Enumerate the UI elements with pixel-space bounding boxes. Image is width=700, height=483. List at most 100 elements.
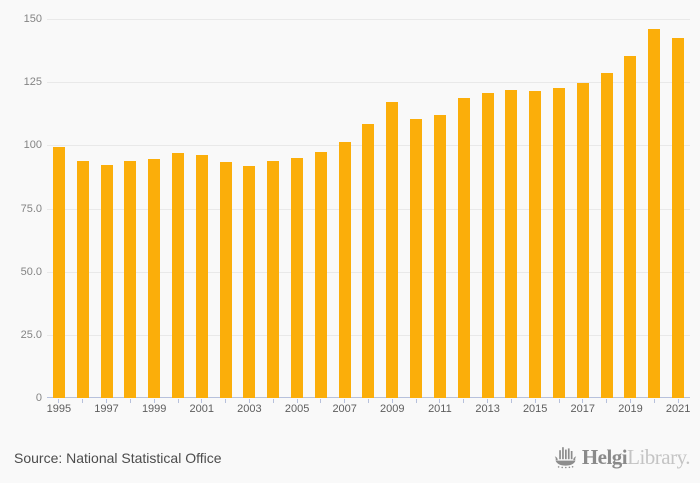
bar-2014[interactable] <box>505 90 518 398</box>
bar-slot <box>547 19 571 398</box>
bar-2004[interactable] <box>267 161 280 398</box>
bar-1998[interactable] <box>124 160 137 398</box>
x-tick <box>653 399 655 403</box>
x-tick <box>82 399 84 403</box>
x-tick <box>320 399 322 403</box>
x-tick-label: 2017 <box>570 403 596 415</box>
x-tick <box>487 399 489 403</box>
bar-2001[interactable] <box>195 154 208 398</box>
bar-1995[interactable] <box>52 146 65 398</box>
x-tick <box>177 399 179 403</box>
x-tick <box>272 399 274 403</box>
x-tick <box>225 399 227 403</box>
bar-slot <box>642 19 666 398</box>
y-tick-label: 0 <box>35 392 42 404</box>
x-tick <box>58 399 60 403</box>
x-tick-label: 1997 <box>94 403 119 415</box>
x-tick <box>368 399 369 403</box>
x-tick-label: 2011 <box>428 403 452 415</box>
bar-2003[interactable] <box>243 165 256 398</box>
bar-2019[interactable] <box>624 55 637 398</box>
bar-2013[interactable] <box>481 92 494 398</box>
x-tick <box>582 399 584 403</box>
x-tick <box>391 399 393 403</box>
x-tick-label: 2021 <box>665 403 691 415</box>
bar-slot <box>261 19 285 398</box>
x-tick-label: 2019 <box>618 403 643 415</box>
x-tick-label: 2007 <box>332 403 357 415</box>
bar-slot <box>619 19 643 398</box>
x-tick-label: 2005 <box>284 403 310 415</box>
bar-slot <box>523 19 547 398</box>
bar-slot <box>357 19 381 398</box>
x-tick <box>344 399 346 403</box>
bar-2005[interactable] <box>291 157 304 398</box>
bar-2010[interactable] <box>410 118 423 398</box>
y-tick-label: 150 <box>23 13 42 25</box>
bar-2012[interactable] <box>457 98 470 398</box>
bar-2007[interactable] <box>338 142 351 398</box>
bar-slot <box>285 19 309 398</box>
bar-slot <box>118 19 142 398</box>
y-tick-label: 75.0 <box>20 203 42 215</box>
bar-2002[interactable] <box>219 161 232 398</box>
bar-2017[interactable] <box>576 83 589 398</box>
bar-slot <box>238 19 262 398</box>
bar-2020[interactable] <box>648 28 661 398</box>
bar-2008[interactable] <box>362 124 375 398</box>
bar-slot <box>499 19 523 398</box>
x-tick <box>558 399 560 403</box>
bar-2021[interactable] <box>672 37 685 398</box>
source-label: Source: National Statistical Office <box>14 450 222 466</box>
bar-slot <box>452 19 476 398</box>
bar-slot <box>595 19 619 398</box>
x-tick-label: 2013 <box>475 403 500 415</box>
bar-2009[interactable] <box>386 101 399 398</box>
x-tick <box>106 399 107 403</box>
bar-slot <box>214 19 238 398</box>
viking-ship-icon <box>554 447 577 469</box>
x-tick <box>201 399 203 403</box>
x-tick <box>296 399 298 403</box>
bar-2000[interactable] <box>171 152 184 398</box>
y-tick-label: 50.0 <box>20 266 42 278</box>
x-tick-label: 2001 <box>189 403 215 415</box>
x-tick <box>248 399 250 403</box>
bar-slot <box>71 19 95 398</box>
x-tick <box>153 399 155 403</box>
gridline <box>47 19 690 20</box>
bar-2011[interactable] <box>433 114 446 398</box>
bars <box>47 19 690 398</box>
x-tick <box>510 399 512 403</box>
bar-slot <box>309 19 333 398</box>
bar-slot <box>476 19 500 398</box>
bar-1997[interactable] <box>100 164 113 398</box>
x-tick <box>606 399 608 403</box>
bar-slot <box>666 19 690 398</box>
x-tick <box>534 399 536 403</box>
bar-2018[interactable] <box>600 73 613 398</box>
bar-slot <box>190 19 214 398</box>
bar-2006[interactable] <box>314 152 327 398</box>
bar-slot <box>333 19 357 398</box>
bar-slot <box>571 19 595 398</box>
y-tick-label: 100 <box>23 139 42 151</box>
bar-1999[interactable] <box>148 158 161 398</box>
x-tick <box>129 399 131 403</box>
bar-slot <box>428 19 452 398</box>
bar-slot <box>404 19 428 398</box>
logo-text-period: . <box>685 444 690 469</box>
bar-slot <box>166 19 190 398</box>
bar-slot <box>142 19 166 398</box>
x-tick-label: 2003 <box>237 403 262 415</box>
bar-2015[interactable] <box>529 91 542 398</box>
y-tick-label: 25.0 <box>20 329 42 341</box>
x-tick-label: 1999 <box>141 403 167 415</box>
bar-2016[interactable] <box>552 88 565 398</box>
bar-slot <box>47 19 71 398</box>
plot-area <box>47 19 690 398</box>
bar-1996[interactable] <box>76 160 89 398</box>
x-tick <box>463 399 465 403</box>
helgi-library-logo[interactable]: HelgiLibrary. <box>554 445 690 469</box>
